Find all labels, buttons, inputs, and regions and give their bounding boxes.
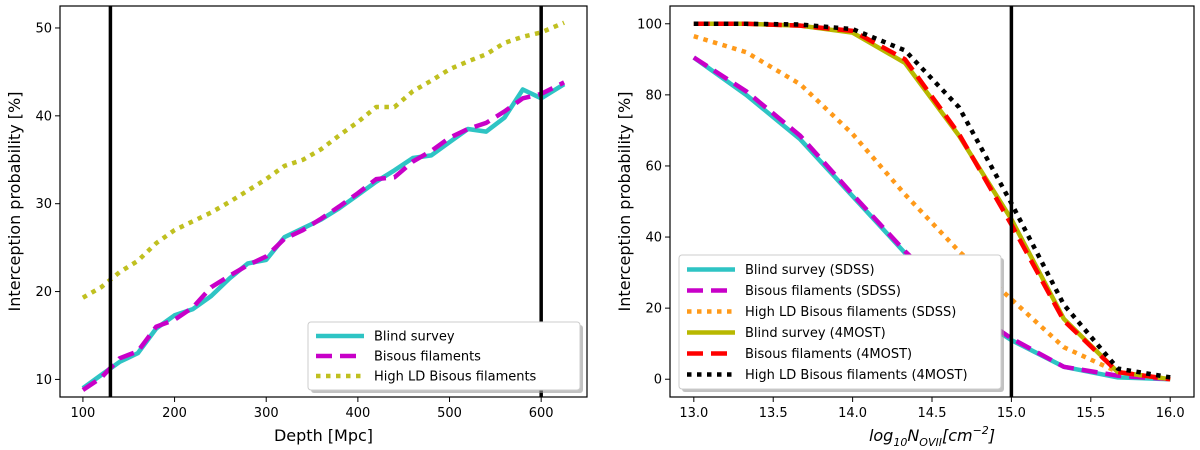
y-tick-label: 50 — [35, 21, 52, 36]
x-tick-label: 16.0 — [1156, 406, 1185, 421]
legend-label: High LD Bisous filaments — [374, 370, 537, 385]
x-axis-label-part: log — [869, 426, 893, 445]
axes-frame — [59, 5, 588, 398]
plot-area — [81, 20, 566, 392]
legend-label: Blind survey (SDSS) — [745, 263, 875, 278]
legend-label: Bisous filaments — [374, 350, 481, 365]
y-tick-label: 40 — [35, 109, 52, 124]
x-axis-label-part: −2 — [973, 424, 989, 437]
legend-box — [307, 321, 581, 391]
x-axis-label-part: N — [907, 426, 919, 445]
y-tick-label: 80 — [645, 88, 662, 103]
x-tick-label: 14.5 — [918, 406, 947, 421]
legend-box — [678, 254, 1002, 390]
series-line-3 — [693, 34, 1171, 382]
legend-label: Bisous filaments (4MOST) — [745, 347, 912, 362]
x-axis-label-part: ] — [988, 426, 995, 445]
legend-label: Bisous filaments (SDSS) — [745, 284, 901, 299]
chart-panel-2: 13.0 13.5 14.0 14.5 15.0 15.5 16.0 0 20 40 60 80 100… — [615, 5, 1195, 449]
x-tick-label: 500 — [437, 406, 462, 421]
y-tick-label: 20 — [645, 302, 662, 317]
y-axis-label: Interception probability [%] — [5, 92, 24, 312]
x-tick-label: 200 — [162, 406, 187, 421]
y-tick-label: 10 — [35, 373, 52, 388]
x-axis-label-part: [cm — [942, 426, 973, 445]
x-tick-label: 15.0 — [997, 406, 1026, 421]
series-line-5 — [693, 21, 1171, 382]
x-tick-label: 100 — [70, 406, 95, 421]
x-tick-label: 600 — [529, 406, 554, 421]
x-axis-label-part: 10 — [893, 436, 907, 449]
y-tick-label: 0 — [654, 373, 662, 388]
y-tick-label: 20 — [35, 285, 52, 300]
y-tick-label: 60 — [645, 159, 662, 174]
x-tick-label: 15.5 — [1076, 406, 1105, 421]
y-tick-label: 30 — [35, 197, 52, 212]
legend-label: High LD Bisous filaments (SDSS) — [745, 305, 956, 320]
y-tick-label: 40 — [645, 231, 662, 246]
x-tick-label: 14.0 — [838, 406, 867, 421]
legend-label: Blind survey (4MOST) — [745, 326, 886, 341]
series-line-3 — [81, 20, 565, 300]
x-tick-label: 13.0 — [679, 406, 708, 421]
x-tick-label: 13.5 — [759, 406, 788, 421]
x-tick-label: 400 — [345, 406, 370, 421]
x-axis-label-part: OVII — [919, 436, 942, 449]
x-tick-label: 300 — [254, 406, 279, 421]
x-axis-label: log10NOVII[cm−2] — [869, 424, 995, 449]
chart-panel-1: 100 200 300 400 500 600 10 20 30 40 50 Interception… — [5, 5, 588, 445]
legend-label: High LD Bisous filaments (4MOST) — [745, 368, 968, 383]
legend-label: Blind survey — [374, 330, 455, 345]
series-line-2 — [81, 80, 566, 392]
legend: Blind survey Bisous filaments High LD Biso… — [307, 321, 583, 393]
x-axis-label: Depth [Mpc] — [274, 426, 373, 445]
y-tick-label: 100 — [637, 17, 662, 32]
legend: Blind survey (SDSS) Bisous filaments (SDS… — [678, 254, 1004, 392]
y-axis-label: Interception probability [%] — [615, 92, 634, 312]
